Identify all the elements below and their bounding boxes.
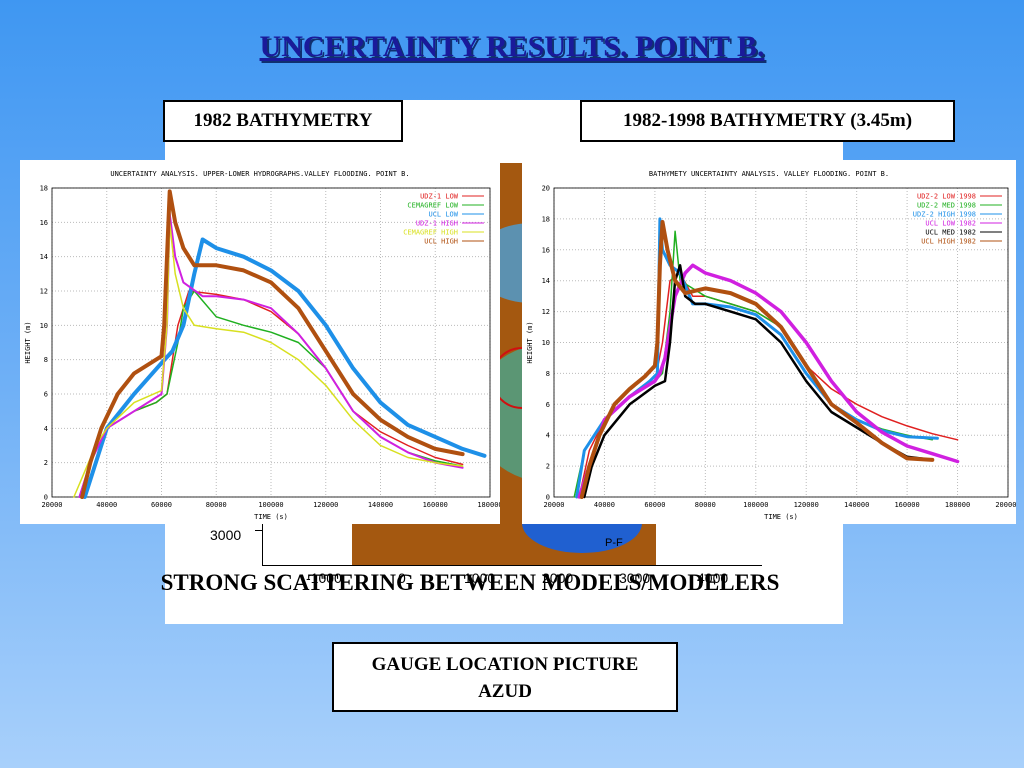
y-tick-label: 4 bbox=[546, 432, 550, 440]
series-line bbox=[78, 212, 464, 498]
x-tick-label: 120000 bbox=[313, 501, 338, 509]
y-tick-label: 18 bbox=[542, 215, 550, 223]
legend-entry: UDZ-2 HIGH 1998 bbox=[913, 211, 976, 219]
y-tick-label: 16 bbox=[542, 246, 550, 254]
y-tick-label: 0 bbox=[44, 494, 48, 502]
x-tick-label: 160000 bbox=[894, 501, 919, 509]
map-point-label: P-F bbox=[605, 537, 623, 549]
series-line bbox=[577, 263, 960, 499]
chart-1982-svg: UNCERTAINTY ANALYSIS. UPPER-LOWER HYDROG… bbox=[24, 170, 503, 521]
legend-entry: UDZ-1 HIGH bbox=[416, 220, 458, 228]
x-tick-label: 40000 bbox=[96, 501, 117, 509]
series-line bbox=[573, 230, 934, 498]
x-tick-label: 160000 bbox=[423, 501, 448, 509]
legend-entry: UCL HIGH 1982 bbox=[921, 238, 976, 246]
y-tick-label: 2 bbox=[44, 459, 48, 467]
plot-frame bbox=[553, 187, 1009, 498]
legend-entry: UDZ-2 MED 1998 bbox=[917, 202, 976, 210]
x-tick-label: 180000 bbox=[945, 501, 970, 509]
plot-frame bbox=[51, 187, 491, 498]
series-line bbox=[73, 221, 464, 498]
x-tick-label: 140000 bbox=[844, 501, 869, 509]
x-axis-label: TIME (s) bbox=[254, 513, 288, 521]
y-tick-label: 10 bbox=[542, 339, 550, 347]
x-axis-label: TIME (s) bbox=[764, 513, 798, 521]
series-line bbox=[579, 220, 935, 499]
hydrograph-chart-1982: UNCERTAINTY ANALYSIS. UPPER-LOWER HYDROG… bbox=[20, 160, 503, 524]
y-tick-label: 12 bbox=[40, 288, 48, 296]
y-tick-label: 2 bbox=[546, 463, 550, 471]
x-tick-label: 80000 bbox=[206, 501, 227, 509]
slide-title: UNCERTAINTY RESULTS. POINT B. bbox=[259, 30, 765, 63]
gauge-label-line1: GAUGE LOCATION PICTURE bbox=[371, 654, 639, 675]
legend-entry: UDZ-2 LOW 1998 bbox=[917, 193, 976, 201]
y-tick-label: 8 bbox=[44, 356, 48, 364]
gauge-location-label: GAUGE LOCATION PICTURE AZUD bbox=[332, 642, 678, 712]
legend-entry: CEMAGREF HIGH bbox=[403, 229, 458, 237]
y-tick-label: 6 bbox=[546, 401, 550, 409]
map-x-tick: 2000 bbox=[542, 570, 574, 586]
y-tick-label: 8 bbox=[546, 370, 550, 378]
legend-entry: UCL MED 1982 bbox=[925, 229, 976, 237]
y-tick-label: 16 bbox=[40, 219, 48, 227]
legend-entry: UCL HIGH bbox=[424, 238, 458, 246]
y-tick-label: 14 bbox=[40, 253, 48, 261]
x-tick-label: 140000 bbox=[368, 501, 393, 509]
x-tick-label: 100000 bbox=[258, 501, 283, 509]
chart-1982-1998-svg: BATHYMETY UNCERTAINTY ANALYSIS. VALLEY F… bbox=[526, 170, 1021, 521]
map-axis-tick bbox=[255, 530, 263, 531]
x-tick-label: 20000 bbox=[41, 501, 62, 509]
y-tick-label: 4 bbox=[44, 425, 48, 433]
hydrograph-chart-1982-1998: BATHYMETY UNCERTAINTY ANALYSIS. VALLEY F… bbox=[522, 160, 1021, 524]
x-tick-label: 60000 bbox=[644, 501, 665, 509]
series-line bbox=[80, 189, 465, 499]
x-tick-label: 180000 bbox=[477, 501, 500, 509]
chart-title: BATHYMETY UNCERTAINTY ANALYSIS. VALLEY F… bbox=[649, 170, 889, 178]
y-tick-label: 10 bbox=[40, 322, 48, 330]
y-tick-label: 20 bbox=[542, 185, 550, 193]
label-1982-1998-bathymetry: 1982-1998 BATHYMETRY (3.45m) bbox=[580, 100, 955, 142]
scattering-caption: STRONG SCATTERING BETWEEN MODELS/MODELER… bbox=[160, 570, 780, 595]
series-line bbox=[583, 264, 934, 499]
y-tick-label: 12 bbox=[542, 308, 550, 316]
map-x-tick: 4000 bbox=[697, 570, 729, 586]
x-tick-label: 120000 bbox=[794, 501, 819, 509]
legend-entry: CEMAGREF LOW bbox=[407, 202, 458, 210]
y-axis-label: HEIGHT (m) bbox=[24, 321, 32, 363]
map-x-tick: 0 bbox=[398, 570, 406, 586]
chart-title: UNCERTAINTY ANALYSIS. UPPER-LOWER HYDROG… bbox=[110, 170, 409, 178]
legend-entry: UDZ-1 LOW bbox=[420, 193, 459, 201]
label-1982-bathymetry: 1982 BATHYMETRY bbox=[163, 100, 403, 142]
x-tick-label: 200000 bbox=[995, 501, 1016, 509]
y-tick-label: 0 bbox=[546, 494, 550, 502]
x-tick-label: 40000 bbox=[594, 501, 615, 509]
gauge-label-line2: AZUD bbox=[478, 681, 532, 702]
map-y-tick: 3000 bbox=[210, 527, 242, 543]
legend-entry: UCL LOW bbox=[428, 211, 458, 219]
y-tick-label: 18 bbox=[40, 185, 48, 193]
y-tick-label: 6 bbox=[44, 391, 48, 399]
map-y-axis bbox=[262, 520, 263, 566]
y-axis-label: HEIGHT (m) bbox=[526, 321, 534, 363]
x-tick-label: 80000 bbox=[695, 501, 716, 509]
x-tick-label: 20000 bbox=[543, 501, 564, 509]
x-tick-label: 100000 bbox=[743, 501, 768, 509]
x-tick-label: 60000 bbox=[151, 501, 172, 509]
legend-entry: UCL LOW 1982 bbox=[925, 220, 976, 228]
y-tick-label: 14 bbox=[542, 277, 550, 285]
map-x-tick: -1000 bbox=[306, 570, 342, 586]
series-line bbox=[575, 217, 939, 499]
map-x-tick: 1000 bbox=[464, 570, 496, 586]
map-x-axis bbox=[262, 565, 762, 566]
map-x-tick: 3000 bbox=[619, 570, 651, 586]
series-line bbox=[82, 237, 487, 499]
